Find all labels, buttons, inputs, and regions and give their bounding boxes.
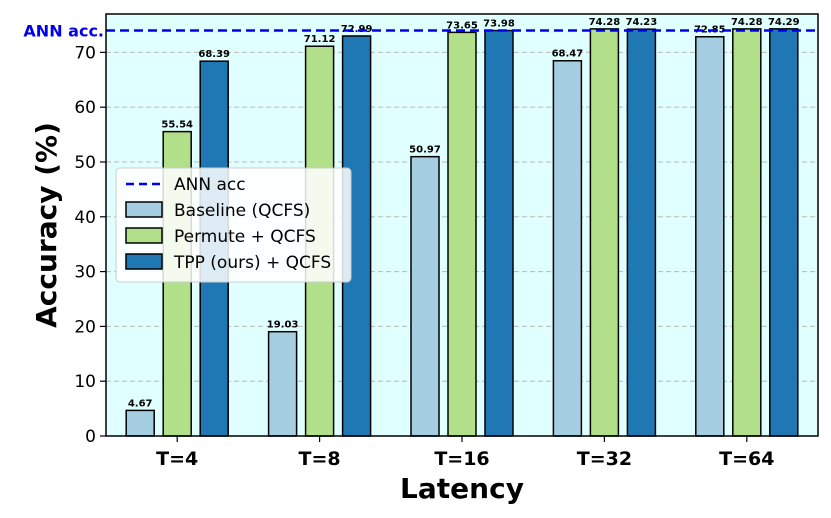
bar-value-label: 73.98: [483, 19, 515, 30]
ann-acc-annotation: ANN acc.: [23, 21, 104, 40]
bar-value-label: 74.29: [768, 17, 800, 28]
bar-value-label: 73.65: [446, 20, 478, 31]
bar-value-labels: 4.6719.0350.9768.4772.8555.5471.1273.657…: [128, 17, 800, 410]
y-tick-label: 20: [74, 317, 96, 337]
bar-value-label: 55.54: [161, 120, 193, 131]
legend-swatch: [125, 253, 163, 270]
bar-value-label: 19.03: [267, 320, 299, 331]
legend-label: Permute + QCFS: [174, 227, 316, 247]
y-tick-label: 60: [74, 98, 96, 118]
bar-permute-qcfs-t64: [732, 28, 762, 437]
bar-permute-qcfs-t32: [589, 28, 620, 437]
legend-label: TPP (ours) + QCFS: [173, 253, 331, 273]
y-axis: 0 10 20 30 40 50 60 70: [74, 43, 106, 447]
legend: ANN acc Baseline (QCFS) Permute + QCFS TPP …: [115, 167, 352, 283]
bar-baseline-qcfs--t16: [410, 155, 440, 437]
bar-value-label: 68.39: [198, 49, 230, 60]
legend-swatch: [125, 227, 163, 244]
bar-tpp-ours-qcfs-t64: [769, 28, 799, 437]
bar-value-label: 72.99: [341, 24, 373, 35]
y-tick-label: 50: [74, 153, 96, 173]
legend-label: Baseline (QCFS): [174, 201, 310, 221]
bar-value-label: 74.28: [589, 17, 621, 28]
bar-value-label: 4.67: [128, 398, 153, 409]
x-tick-label: T=4: [156, 448, 198, 470]
y-axis-title: Accuracy (%): [30, 122, 63, 328]
x-tick-label: T=32: [577, 448, 632, 470]
bar-tpp-ours-qcfs-t16: [484, 29, 514, 437]
x-tick-label: T=64: [719, 448, 774, 470]
bar-value-label: 50.97: [409, 145, 441, 156]
legend-box: [115, 167, 352, 283]
x-tick-label: T=8: [299, 448, 341, 470]
x-tick-label: T=16: [434, 448, 489, 470]
legend-swatch: [125, 201, 163, 218]
legend-label: ANN acc: [174, 175, 246, 195]
bar-permute-qcfs-t16: [447, 31, 477, 437]
bar-baseline-qcfs--t64: [695, 35, 725, 437]
y-tick-label: 0: [85, 427, 96, 447]
bar-baseline-qcfs--t8: [267, 330, 298, 437]
y-tick-label: 10: [74, 372, 96, 392]
bars: [125, 28, 799, 437]
y-tick-label: 70: [74, 43, 96, 63]
bar-value-label: 68.47: [552, 49, 584, 60]
bar-baseline-qcfs--t4: [125, 409, 155, 437]
bar-tpp-ours-qcfs-t32: [626, 28, 657, 437]
bar-value-label: 74.28: [731, 17, 763, 28]
bar-value-label: 74.23: [626, 17, 658, 28]
bar-value-label: 71.12: [304, 34, 336, 45]
x-axis-title: Latency: [400, 472, 524, 505]
bar-baseline-qcfs--t32: [552, 59, 583, 437]
x-axis: T=4 T=8 T=16 T=32 T=64: [156, 436, 774, 470]
y-tick-label: 40: [74, 208, 96, 228]
y-tick-label: 30: [74, 263, 96, 283]
